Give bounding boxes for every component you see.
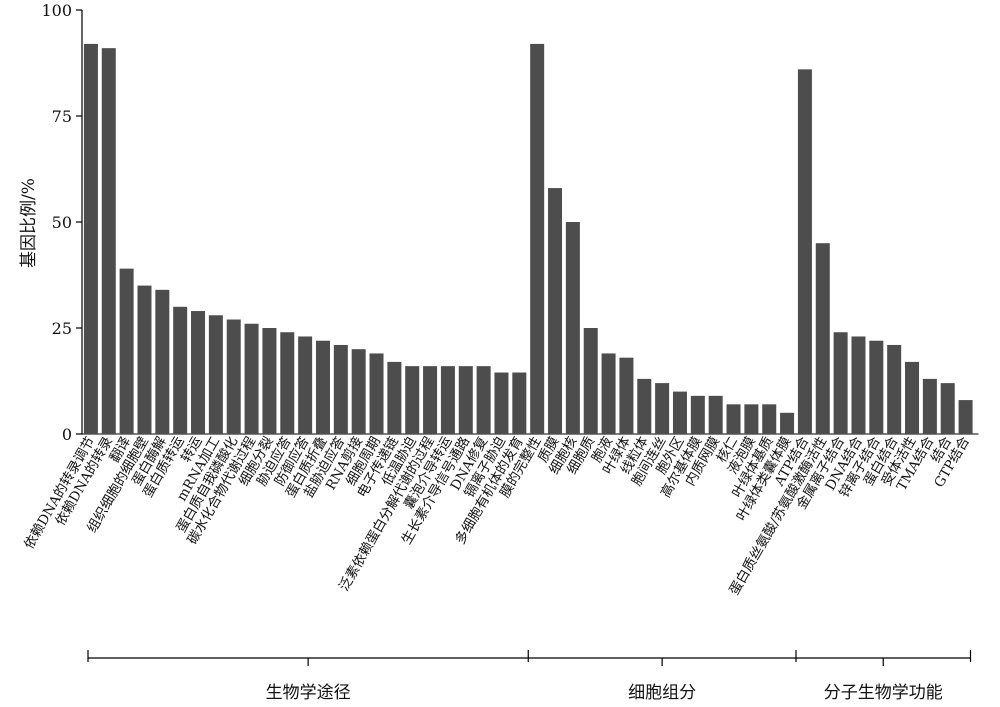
bar [83, 43, 98, 435]
y-tick-label: 75 [52, 107, 72, 126]
bar [869, 340, 884, 434]
bar [708, 395, 723, 434]
bar [851, 336, 866, 434]
bar [476, 366, 491, 434]
bar [655, 383, 670, 434]
group-label: 分子生物学功能 [824, 683, 943, 703]
bar [458, 366, 473, 434]
bar [690, 395, 705, 434]
bar [494, 372, 509, 434]
y-tick-label: 100 [41, 1, 72, 20]
bar [369, 353, 384, 434]
group-label: 细胞组分 [628, 683, 696, 703]
bar [619, 357, 634, 434]
bar [833, 332, 848, 434]
group-label: 生物学途径 [266, 683, 351, 703]
x-category-labels: 依赖DNA的转录调节依赖DNA的转录翻译组织细胞的细胞壁蛋白酶解蛋白质转运转运m… [21, 433, 973, 598]
bar [280, 332, 295, 434]
bar [191, 311, 206, 434]
bar [137, 285, 152, 434]
bar [440, 366, 455, 434]
bar [601, 353, 616, 434]
y-axis-label: 基因比例/% [19, 178, 39, 268]
bar [423, 366, 438, 434]
y-tick-label: 0 [62, 425, 72, 444]
bar [226, 319, 241, 434]
bar [512, 372, 527, 434]
bar [155, 289, 170, 434]
bar [351, 349, 366, 434]
bar [315, 340, 330, 434]
bar [940, 383, 955, 434]
bar [244, 323, 259, 434]
bar [762, 404, 777, 434]
bar [672, 391, 687, 434]
bar [548, 188, 563, 434]
bar [583, 328, 598, 434]
bar [905, 361, 920, 434]
bar [958, 400, 973, 434]
bar [797, 69, 812, 435]
bar [387, 361, 402, 434]
bar [119, 268, 134, 434]
bar [298, 336, 313, 434]
bar [565, 222, 580, 434]
y-tick-label: 25 [52, 319, 72, 338]
bar [780, 412, 795, 434]
bar [262, 328, 277, 434]
bar [333, 344, 348, 434]
y-tick-label: 50 [52, 213, 72, 232]
bar [530, 43, 545, 435]
bar [101, 48, 116, 434]
bar [173, 306, 188, 434]
bar [726, 404, 741, 434]
bar [405, 366, 420, 434]
bar [815, 243, 830, 434]
bar [208, 315, 223, 434]
bar [744, 404, 759, 434]
group-brackets: 生物学途径 细胞组分 分子生物学功能 [87, 650, 972, 703]
bar [922, 378, 937, 434]
bar [887, 344, 902, 434]
bars [83, 43, 973, 435]
bar [637, 378, 652, 434]
